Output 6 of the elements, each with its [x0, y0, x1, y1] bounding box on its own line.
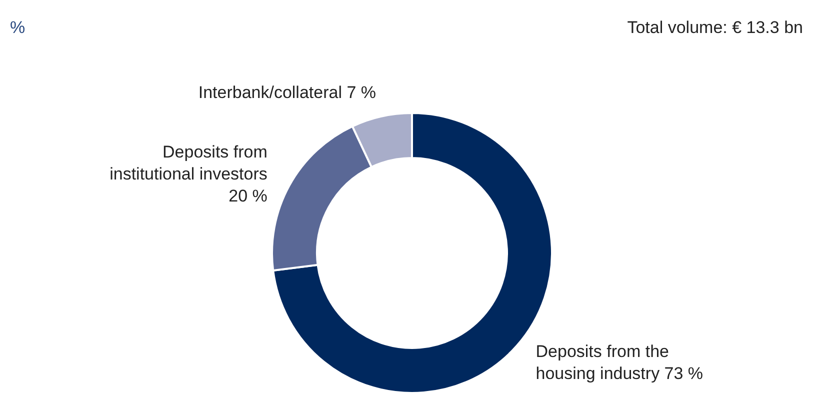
slice-label: Interbank/collateral 7 %: [198, 82, 376, 102]
chart-subtitle: %: [10, 18, 26, 37]
data-label: 20 %: [228, 186, 268, 206]
slice-label: Deposits from institutional investors: [110, 142, 268, 184]
slice-label: Deposits from the housing industry 73 %: [536, 342, 704, 384]
text: Total volume: € 13.3 bn: [627, 18, 803, 37]
